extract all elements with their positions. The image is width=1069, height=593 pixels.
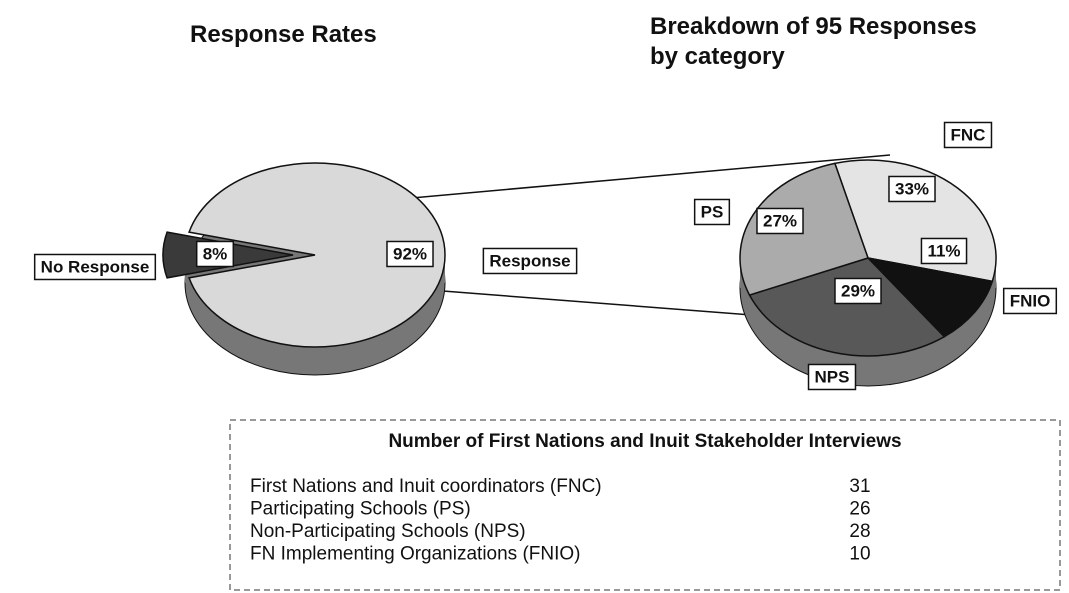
row-label: First Nations and Inuit coordinators (FN… xyxy=(250,476,602,497)
value-label: 27% xyxy=(763,211,797,230)
value-label-box xyxy=(888,175,936,203)
table-title: Number of First Nations and Inuit Stakeh… xyxy=(388,431,901,452)
row-value: 10 xyxy=(849,544,870,565)
category-label: FNIO xyxy=(1010,291,1051,310)
row-label: FN Implementing Organizations (FNIO) xyxy=(250,544,581,565)
chart-title: Breakdown of 95 Responses by category xyxy=(650,13,977,70)
value-label-box xyxy=(756,207,804,235)
connector xyxy=(429,289,791,319)
category-label-box xyxy=(1002,287,1058,315)
chart-title: Response Rates xyxy=(190,21,377,48)
row-value: 28 xyxy=(849,521,870,542)
value-label-box xyxy=(834,277,882,305)
value-label-box xyxy=(920,237,968,265)
value-label: 33% xyxy=(895,179,929,198)
pie-slice xyxy=(865,256,994,338)
table-border xyxy=(229,419,1061,591)
category-label: Response xyxy=(489,251,570,270)
pie-slice xyxy=(739,162,869,296)
row-value: 26 xyxy=(849,499,870,520)
value-label: 92% xyxy=(393,244,427,263)
row-label: Non-Participating Schools (NPS) xyxy=(250,521,526,542)
category-label-box xyxy=(482,247,578,275)
pie-slice xyxy=(748,257,946,357)
category-label-box xyxy=(33,253,157,281)
category-label-box xyxy=(693,198,731,226)
category-label-box xyxy=(943,121,993,149)
value-label: 29% xyxy=(841,281,875,300)
value-label: 11% xyxy=(927,241,960,260)
category-label: No Response xyxy=(41,257,150,276)
value-label-box xyxy=(195,240,235,268)
value-label-box xyxy=(386,240,434,268)
row-label: Participating Schools (PS) xyxy=(250,499,471,520)
row-value: 31 xyxy=(849,476,870,497)
category-label: FNC xyxy=(951,125,986,144)
category-label: PS xyxy=(701,202,724,221)
category-label-box xyxy=(807,363,857,391)
value-label: 8% xyxy=(203,244,228,263)
category-label: NPS xyxy=(815,367,850,386)
pie-slice xyxy=(188,162,446,348)
